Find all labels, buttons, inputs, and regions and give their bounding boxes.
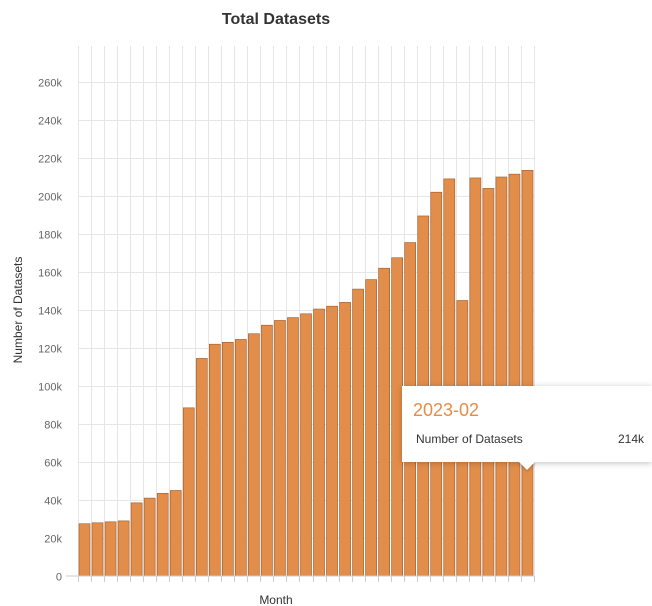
tooltip-series-label: Number of Datasets [416,432,523,446]
y-tick-label: 80k [44,420,62,432]
y-tick-label: 0 [56,572,62,584]
y-tick-label: 240k [38,116,62,128]
bar[interactable] [156,493,169,577]
bar[interactable] [482,188,495,577]
chart-title: Total Datasets [222,11,330,28]
bar[interactable] [130,502,143,577]
bar[interactable] [169,490,182,577]
bar[interactable] [78,523,91,577]
bar[interactable] [313,308,325,577]
bar[interactable] [300,313,312,577]
bar[interactable] [91,522,104,577]
bar[interactable] [521,170,534,577]
tooltip-value: 214k [617,432,644,446]
y-axis-tick-labels: 0 20k 40k 60k 80k 100k 120k 140k 160k 180k 200k 220… [38,78,62,584]
bar[interactable] [326,305,338,577]
y-tick-label: 100k [38,382,62,394]
bar[interactable] [508,173,521,577]
bar[interactable] [261,324,273,577]
bar[interactable] [104,521,117,577]
bar[interactable] [365,279,377,577]
bar[interactable] [222,341,234,577]
bar[interactable] [182,407,195,577]
x-axis-title: Month [259,593,292,606]
bar[interactable] [235,339,247,577]
bar[interactable] [352,288,364,577]
tooltip-arrow [518,461,536,470]
y-axis-title: Number of Datasets [11,257,25,364]
bar[interactable] [443,178,456,577]
y-tick-label: 200k [38,192,62,204]
y-tick-label: 120k [38,344,62,356]
x-axis-ticks [78,576,535,582]
bar[interactable] [208,343,221,577]
y-tick-label: 260k [38,78,62,90]
bar[interactable] [195,358,208,577]
bar[interactable] [378,267,390,577]
y-tick-label: 20k [44,534,62,546]
y-tick-label: 140k [38,306,62,318]
bar[interactable] [469,177,482,577]
tooltip-header: 2023-02 [413,400,480,420]
bar[interactable] [143,497,156,577]
bar[interactable] [117,520,130,577]
bar[interactable] [248,333,260,577]
y-tick-label: 180k [38,230,62,242]
bar[interactable] [430,191,443,577]
y-tick-label: 160k [38,268,62,280]
bar[interactable] [339,302,351,577]
tooltip: 2023-02 Number of Datasets 214k [402,386,652,462]
y-tick-label: 220k [38,154,62,166]
bar[interactable] [495,176,508,577]
y-tick-label: 60k [44,458,62,470]
bar[interactable] [274,320,286,577]
bar[interactable] [287,317,299,577]
y-tick-label: 40k [44,496,62,508]
